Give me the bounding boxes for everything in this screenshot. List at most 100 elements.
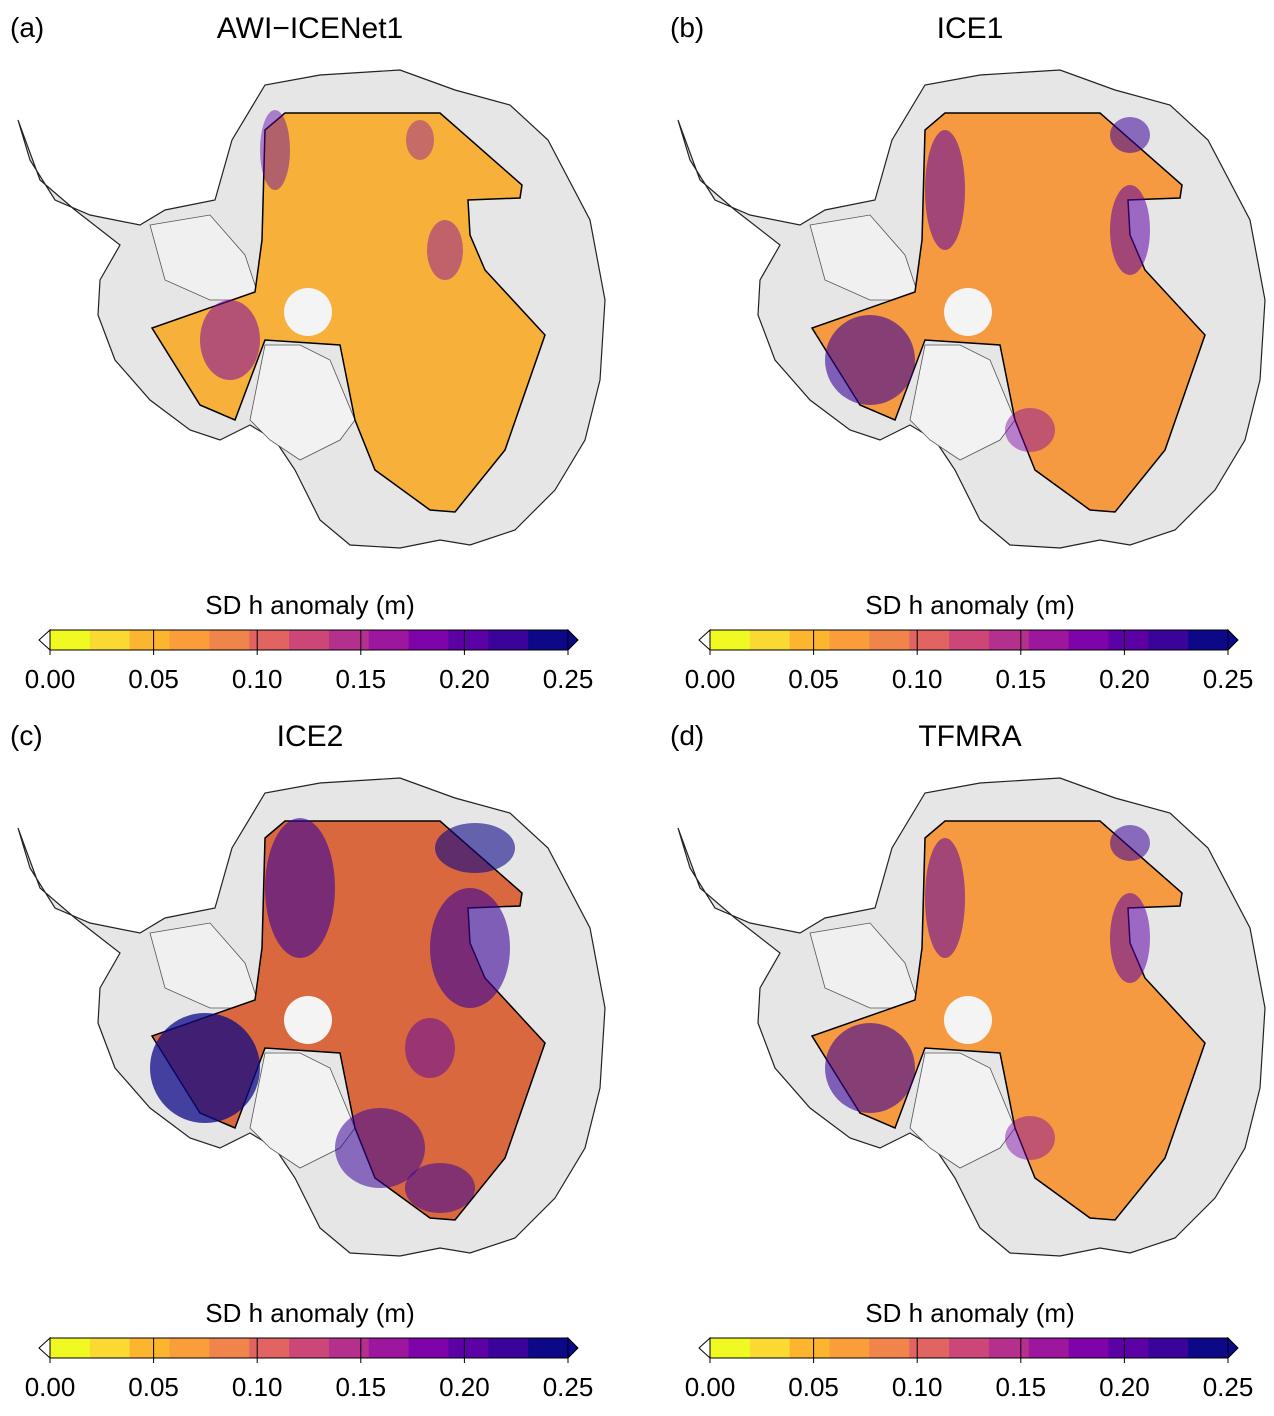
colorbar-tick-label: 0.10	[891, 1372, 943, 1402]
ross-ice-shelf	[909, 344, 1016, 461]
anomaly-hotspot	[925, 838, 965, 958]
anomaly-hotspot	[925, 130, 965, 250]
anomaly-hotspot	[335, 1108, 425, 1188]
colorbar-cell	[1108, 630, 1149, 650]
map-panel-3: (c) ICE2 SD h anomaly (m) 0.00 0.05 0.10 0.…	[0, 708, 637, 1416]
panel-title: TFMRA	[918, 720, 1022, 753]
panel-title: ICE2	[276, 720, 344, 753]
colorbar-cell	[528, 630, 569, 650]
colorbar-tick-label: 0.25	[1202, 1372, 1254, 1402]
colorbar-cell	[448, 1338, 489, 1358]
colorbar-cell	[328, 1338, 370, 1358]
colorbar-tick-label: 0.15	[995, 1372, 1047, 1402]
colorbar-max-extend	[1227, 628, 1239, 652]
pole-hole	[944, 288, 992, 336]
anomaly-hotspot	[1110, 825, 1150, 861]
antarctica-map	[17, 777, 606, 1257]
colorbar-cell	[209, 630, 250, 650]
colorbar-cell	[1188, 1338, 1229, 1358]
colorbar-cell	[169, 630, 210, 650]
panel-label: (a)	[10, 12, 45, 43]
colorbar-ticks	[709, 630, 1229, 655]
panel-title: ICE1	[936, 12, 1004, 45]
colorbar-cell	[949, 1338, 990, 1358]
colorbar-max-extend	[567, 628, 579, 652]
colorbar-cell	[129, 1338, 171, 1358]
colorbar-tick-label: 0.00	[24, 664, 76, 694]
colorbar-cell	[988, 630, 1030, 650]
colorbar	[698, 628, 1239, 655]
panel-label: (b)	[670, 12, 705, 43]
colorbar-cells	[710, 1338, 1229, 1358]
colorbar-cell	[89, 630, 131, 650]
colorbar-tick-label: 0.20	[439, 1372, 490, 1402]
colorbar-tick-label: 0.25	[1202, 664, 1254, 694]
anomaly-hotspots	[200, 110, 463, 380]
colorbar-tick-label: 0.20	[1099, 1372, 1150, 1402]
colorbar-cell	[1188, 630, 1229, 650]
colorbar-cells	[710, 630, 1229, 650]
colorbar-min-extend	[698, 628, 711, 652]
pole-hole	[284, 288, 332, 336]
anomaly-hotspot	[430, 888, 510, 1008]
colorbar-cell	[488, 630, 529, 650]
colorbar-tick-label: 0.10	[891, 664, 943, 694]
colorbar-tick-label: 0.15	[335, 1372, 387, 1402]
anomaly-hotspot	[1005, 408, 1055, 452]
anomaly-hotspots	[150, 818, 515, 1213]
colorbar	[698, 1336, 1239, 1363]
ross-ice-shelf	[249, 344, 356, 461]
anomaly-hotspot	[825, 315, 915, 405]
colorbar	[38, 1336, 579, 1363]
colorbar-cell	[249, 1338, 290, 1358]
anomaly-hotspot	[427, 220, 463, 280]
antarctica-map	[17, 69, 606, 549]
colorbar-cell	[448, 630, 489, 650]
colorbar-tick-label: 0.20	[439, 664, 490, 694]
colorbar-cell	[50, 630, 91, 650]
panel-label: (c)	[10, 720, 43, 751]
colorbar-cell	[869, 1338, 910, 1358]
colorbar-tick-label: 0.05	[128, 664, 179, 694]
colorbar-min-extend	[38, 628, 51, 652]
colorbar-tick-label: 0.10	[231, 664, 283, 694]
anomaly-hotspot	[150, 1013, 260, 1123]
colorbar-cell	[528, 1338, 569, 1358]
colorbar-cell	[209, 1338, 250, 1358]
colorbar-cell	[909, 1338, 950, 1358]
colorbar-cell	[789, 1338, 831, 1358]
colorbar-cell	[1068, 1338, 1109, 1358]
colorbar-tick-label: 0.25	[542, 664, 594, 694]
panel-label: (d)	[670, 720, 705, 751]
colorbar-cell	[1068, 630, 1109, 650]
colorbar-cell	[169, 1338, 210, 1358]
anomaly-hotspot	[200, 300, 260, 380]
anomaly-hotspot	[406, 120, 434, 160]
anomaly-hotspot	[825, 1023, 915, 1113]
anomaly-hotspots	[825, 117, 1150, 452]
colorbar-cell	[1028, 1338, 1070, 1358]
anomaly-hotspot	[265, 818, 335, 958]
colorbar-title: SD h anomaly (m)	[865, 590, 1075, 620]
anomaly-hotspot	[1110, 185, 1150, 275]
colorbar-tick-label: 0.10	[231, 1372, 283, 1402]
colorbar-tick-label: 0.00	[684, 1372, 736, 1402]
panel-title: AWI−ICENet1	[216, 12, 404, 45]
anomaly-hotspot	[405, 1163, 475, 1213]
colorbar-cell	[368, 630, 410, 650]
colorbar-cell	[829, 630, 870, 650]
colorbar-cell	[789, 630, 831, 650]
colorbar-title: SD h anomaly (m)	[205, 1298, 415, 1328]
anomaly-hotspot	[1110, 117, 1150, 153]
colorbar-ticks	[49, 630, 569, 655]
colorbar-cell	[1148, 630, 1189, 650]
colorbar-cell	[988, 1338, 1030, 1358]
colorbar-cell	[89, 1338, 131, 1358]
pole-hole	[284, 996, 332, 1044]
anomaly-hotspot	[435, 823, 515, 873]
anomaly-hotspot	[1005, 1116, 1055, 1160]
colorbar-cell	[1148, 1338, 1189, 1358]
colorbar-cells	[50, 1338, 569, 1358]
colorbar	[38, 628, 579, 655]
colorbar-min-extend	[38, 1336, 51, 1360]
